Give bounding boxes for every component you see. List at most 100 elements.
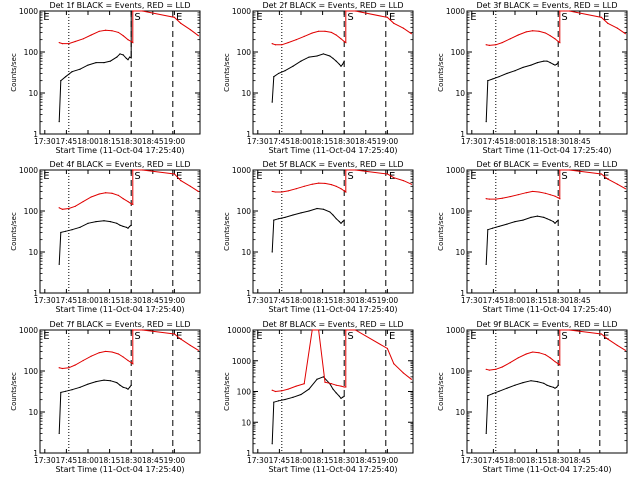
series-point [61, 367, 64, 370]
series-point [292, 65, 294, 67]
series-point [554, 38, 556, 40]
series-point [498, 225, 500, 228]
series-point [559, 169, 561, 171]
series-point [109, 380, 111, 382]
series-point [345, 191, 347, 193]
series-point [525, 31, 527, 33]
series-point [74, 364, 76, 366]
series-point [287, 190, 289, 192]
series-point [532, 190, 534, 193]
series-point [103, 379, 105, 381]
series-point [324, 182, 326, 185]
chart-title: Det 4f BLACK = Events, RED = LLD [49, 160, 190, 169]
y-axis-label: Counts/sec [437, 372, 445, 411]
series-point [393, 363, 395, 365]
series-point [559, 329, 561, 331]
series-point [568, 169, 571, 171]
series-point [557, 219, 559, 221]
series-point [125, 387, 127, 389]
series-point [488, 44, 490, 46]
series-point [342, 63, 344, 65]
series-lld-red [486, 169, 626, 200]
event-marker: E [43, 171, 49, 182]
series-point [58, 41, 60, 44]
series-point [554, 360, 556, 363]
series-point [173, 16, 175, 18]
series-point [322, 208, 324, 210]
series-point [522, 66, 524, 69]
x-tick-label: 17:30 [461, 137, 483, 146]
series-point [271, 190, 273, 193]
chart-title: Det 8f BLACK = Events, RED = LLD [262, 320, 403, 329]
event-marker: E [603, 331, 609, 342]
y-axis-label: Counts/sec [437, 212, 445, 251]
series-point [318, 182, 320, 184]
y-axis-label: Counts/sec [223, 372, 231, 411]
series-point [393, 177, 395, 179]
chart-panel-5: Det 5f BLACK = Events, RED = LLD 1 10 100 10… [223, 160, 414, 314]
series-point [342, 221, 344, 223]
series-point [308, 210, 310, 212]
x-tick-label: 18:00 [290, 296, 312, 305]
series-point [82, 200, 84, 203]
series-point [485, 263, 487, 265]
chart-title: Det 3f BLACK = Events, RED = LLD [476, 1, 617, 10]
y-tick-label: 100 [237, 388, 252, 397]
series-point [607, 338, 609, 340]
x-tick-label: 17:45 [269, 296, 291, 305]
series-point [485, 198, 487, 200]
series-point [340, 222, 342, 224]
series-point [340, 188, 342, 190]
series-point [278, 218, 280, 220]
series-point [552, 63, 555, 65]
series-point [127, 39, 129, 41]
event-marker: S [561, 331, 567, 342]
series-point [130, 57, 132, 59]
chart-title: Det 9f BLACK = Events, RED = LLD [476, 320, 617, 329]
y-tick-label: 10 [241, 248, 251, 257]
series-point [509, 362, 511, 364]
series-point [79, 68, 81, 70]
series-point [180, 180, 182, 182]
series-point [281, 390, 283, 392]
series-point [274, 44, 276, 46]
series-point [300, 393, 302, 396]
series-point [568, 10, 571, 12]
series-point [105, 29, 107, 31]
series-point [68, 207, 70, 210]
y-tick-label: 10000 [227, 326, 251, 335]
chart-panel-9: Det 9f BLACK = Events, RED = LLD 1 10 100 10… [437, 320, 628, 474]
x-tick-label: 17:45 [269, 137, 291, 146]
y-tick-label: 1000 [232, 7, 251, 16]
series-point [132, 41, 134, 44]
series-point [117, 194, 119, 197]
series-point [492, 227, 494, 229]
series-point [354, 10, 356, 12]
series-point [556, 386, 558, 388]
series-point [554, 195, 556, 197]
series-point [274, 390, 276, 393]
series-point [109, 60, 111, 62]
series-point [311, 329, 313, 331]
y-tick-label: 1000 [446, 7, 465, 16]
series-point [485, 44, 487, 46]
y-tick-label: 10 [28, 408, 38, 417]
series-point [557, 197, 559, 199]
series-point [549, 219, 551, 221]
series-point [98, 352, 100, 354]
series-point [311, 32, 313, 34]
series-point [271, 389, 273, 391]
y-tick-label: 10 [455, 408, 465, 417]
y-tick-label: 1000 [232, 166, 251, 175]
series-point [303, 185, 305, 187]
series-point [525, 353, 527, 355]
series-point [116, 382, 118, 384]
series-point [506, 387, 508, 389]
series-point [345, 169, 347, 171]
series-point [287, 41, 289, 44]
series-point [559, 41, 561, 44]
series-point [607, 22, 609, 24]
y-tick-label: 1000 [19, 326, 38, 335]
series-point [65, 230, 67, 232]
series-point [129, 225, 131, 228]
